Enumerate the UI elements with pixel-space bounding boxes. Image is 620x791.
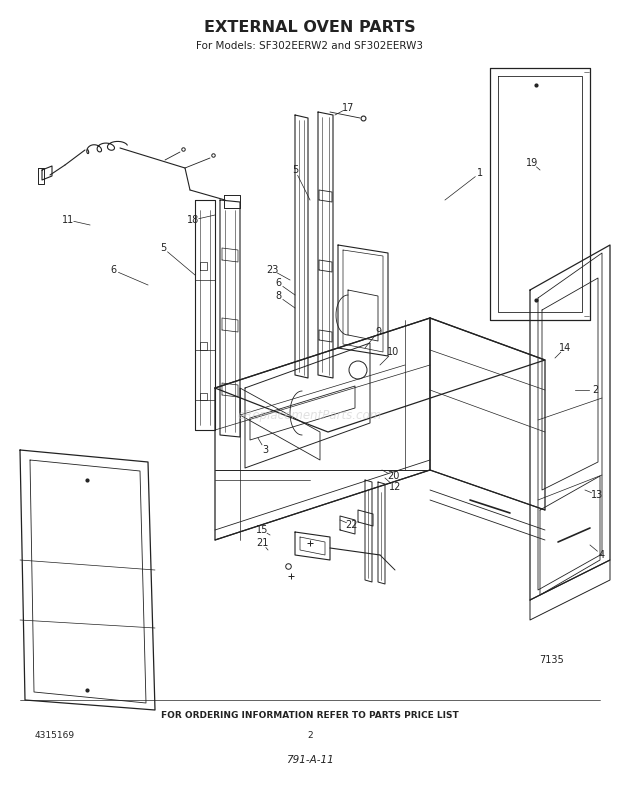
Text: 6: 6 <box>275 278 281 288</box>
Text: 18: 18 <box>187 215 199 225</box>
Text: 19: 19 <box>526 158 538 168</box>
Text: 23: 23 <box>266 265 278 275</box>
Text: 15: 15 <box>256 525 268 535</box>
Text: 5: 5 <box>292 165 298 175</box>
Text: EXTERNAL OVEN PARTS: EXTERNAL OVEN PARTS <box>204 21 416 36</box>
Text: 12: 12 <box>389 482 401 492</box>
Text: 20: 20 <box>387 471 399 481</box>
Text: 1: 1 <box>477 168 483 178</box>
Text: 7135: 7135 <box>539 655 564 665</box>
Text: 4: 4 <box>599 550 605 560</box>
Text: 6: 6 <box>110 265 116 275</box>
Text: 3: 3 <box>262 445 268 455</box>
Text: 11: 11 <box>62 215 74 225</box>
Text: FOR ORDERING INFORMATION REFER TO PARTS PRICE LIST: FOR ORDERING INFORMATION REFER TO PARTS … <box>161 711 459 721</box>
Text: 2: 2 <box>592 385 598 395</box>
Text: 14: 14 <box>559 343 571 353</box>
Text: 21: 21 <box>256 538 268 548</box>
Text: eReplacementParts.com: eReplacementParts.com <box>238 408 382 422</box>
Text: 8: 8 <box>275 291 281 301</box>
Text: 9: 9 <box>375 327 381 337</box>
Text: 2: 2 <box>307 731 313 740</box>
Text: 5: 5 <box>160 243 166 253</box>
Text: 4315169: 4315169 <box>35 731 75 740</box>
Text: For Models: SF302EERW2 and SF302EERW3: For Models: SF302EERW2 and SF302EERW3 <box>197 41 423 51</box>
Text: 22: 22 <box>346 520 358 530</box>
Text: 13: 13 <box>591 490 603 500</box>
Text: 10: 10 <box>387 347 399 357</box>
Text: 17: 17 <box>342 103 354 113</box>
Text: 791-A-11: 791-A-11 <box>286 755 334 765</box>
